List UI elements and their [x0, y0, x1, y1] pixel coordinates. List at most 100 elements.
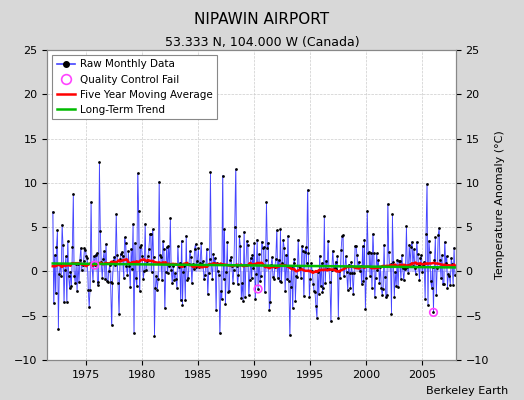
Point: [69, 191, 78, 197]
Point: [289, 260, 298, 266]
Point: [335, 268, 343, 274]
Point: [107, 322, 116, 328]
Point: [291, 298, 300, 304]
Point: [177, 297, 185, 303]
Point: [312, 303, 320, 309]
Point: [143, 258, 151, 264]
Point: [294, 237, 302, 243]
Point: [228, 280, 237, 286]
Point: [198, 261, 206, 267]
Point: [139, 276, 147, 282]
Point: [295, 263, 303, 269]
Point: [245, 277, 254, 284]
Point: [309, 281, 318, 287]
Point: [172, 276, 180, 282]
Point: [122, 240, 130, 247]
Point: [195, 264, 203, 270]
Point: [403, 264, 411, 270]
Point: [297, 274, 305, 281]
Point: [104, 279, 112, 286]
Point: [286, 332, 294, 339]
Point: [269, 274, 277, 280]
Point: [360, 236, 368, 243]
Point: [82, 253, 91, 259]
Point: [254, 286, 262, 292]
Point: [91, 262, 99, 268]
Point: [145, 246, 153, 252]
Point: [292, 273, 300, 280]
Point: [94, 279, 103, 286]
Point: [184, 275, 192, 282]
Point: [166, 214, 174, 221]
Point: [350, 269, 358, 276]
Point: [183, 277, 191, 283]
Text: Berkeley Earth: Berkeley Earth: [426, 386, 508, 396]
Point: [135, 287, 144, 294]
Point: [207, 261, 215, 267]
Point: [243, 238, 251, 244]
Point: [374, 256, 383, 263]
Point: [407, 244, 416, 250]
Point: [444, 271, 453, 277]
Point: [185, 260, 193, 267]
Point: [307, 260, 315, 266]
Point: [228, 263, 236, 269]
Point: [62, 253, 70, 260]
Point: [154, 276, 162, 282]
Point: [86, 286, 94, 293]
Point: [408, 238, 416, 245]
Point: [306, 276, 314, 282]
Point: [299, 248, 307, 254]
Point: [79, 258, 88, 264]
Point: [329, 247, 337, 254]
Point: [96, 228, 105, 234]
Point: [418, 268, 427, 275]
Point: [340, 273, 348, 280]
Point: [412, 239, 421, 245]
Point: [431, 234, 440, 241]
Point: [100, 248, 108, 255]
Point: [71, 280, 79, 286]
Point: [302, 259, 311, 266]
Point: [373, 266, 381, 273]
Point: [106, 279, 115, 286]
Point: [368, 285, 376, 292]
Point: [163, 270, 172, 276]
Point: [50, 252, 59, 258]
Point: [321, 280, 330, 286]
Point: [70, 272, 79, 279]
Point: [440, 281, 448, 288]
Point: [67, 283, 75, 289]
Point: [393, 257, 401, 263]
Point: [333, 253, 342, 260]
Point: [146, 231, 154, 238]
Point: [414, 262, 423, 268]
Point: [428, 284, 436, 291]
Point: [123, 272, 132, 278]
Point: [301, 249, 309, 256]
Point: [417, 252, 425, 259]
Text: NIPAWIN AIRPORT: NIPAWIN AIRPORT: [194, 12, 330, 27]
Point: [443, 284, 452, 291]
Point: [153, 286, 161, 293]
Point: [210, 260, 219, 267]
Point: [356, 268, 364, 274]
Point: [216, 288, 225, 294]
Point: [416, 255, 424, 262]
Point: [54, 326, 62, 332]
Point: [109, 258, 117, 265]
Point: [283, 276, 291, 283]
Point: [290, 256, 299, 263]
Point: [422, 231, 430, 237]
Point: [397, 275, 405, 282]
Point: [205, 256, 214, 262]
Point: [213, 260, 221, 266]
Point: [55, 271, 63, 277]
Point: [296, 265, 304, 271]
Point: [298, 243, 306, 249]
Point: [254, 286, 262, 292]
Point: [110, 254, 118, 260]
Legend: Raw Monthly Data, Quality Control Fail, Five Year Moving Average, Long-Term Tren: Raw Monthly Data, Quality Control Fail, …: [52, 55, 217, 119]
Point: [88, 261, 96, 268]
Point: [385, 249, 393, 255]
